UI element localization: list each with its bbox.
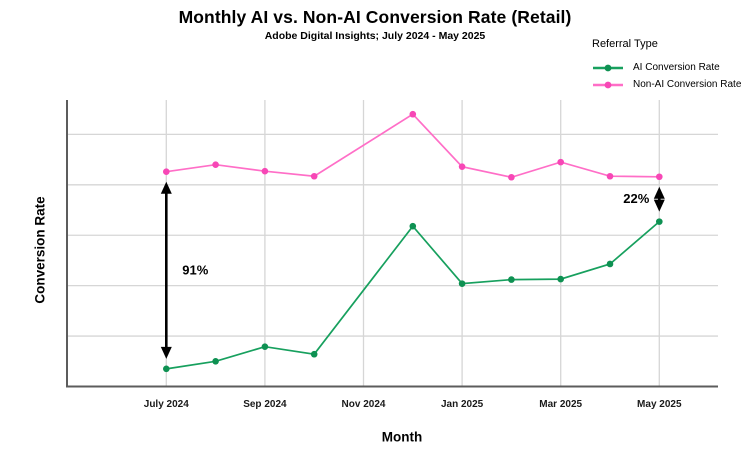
annotation-arrowhead-up [160, 181, 172, 194]
series-line-non-ai [166, 113, 660, 179]
legend-item-non-ai: Non-AI Conversion Rate [592, 76, 741, 93]
x-tick-label: July 2024 [144, 399, 189, 410]
annotation-arrowhead-down [653, 199, 665, 212]
annotation-label: 22% [623, 191, 649, 206]
legend: Referral Type AI Conversion Rate Non-AI … [592, 38, 741, 93]
annotation-arrowhead-down [160, 346, 172, 359]
data-point-ai [310, 350, 318, 358]
legend-title: Referral Type [592, 38, 658, 50]
legend-item-label-non-ai: Non-AI Conversion Rate [633, 79, 742, 90]
x-tick-label: Jan 2025 [441, 399, 484, 410]
data-point-ai [656, 218, 663, 225]
data-point-ai [261, 343, 269, 350]
data-point-non-ai [261, 167, 269, 175]
data-point-ai [557, 275, 564, 283]
data-point-non-ai [163, 168, 170, 176]
data-point-non-ai [458, 163, 466, 170]
data-point-non-ai [656, 173, 663, 181]
x-axis-title: Month [381, 429, 423, 445]
data-point-ai [458, 280, 466, 287]
x-tick-label: Sep 2024 [243, 399, 287, 410]
data-point-ai [163, 365, 170, 373]
chart-subtitle: Adobe Digital Insights; July 2024 - May … [264, 30, 486, 42]
x-tick-label: Nov 2024 [342, 399, 386, 410]
data-point-non-ai [606, 172, 614, 180]
data-point-non-ai [212, 161, 219, 168]
data-point-ai [508, 276, 515, 283]
annotation-arrowhead-up [653, 186, 665, 199]
data-point-non-ai [508, 173, 515, 181]
data-point-ai [409, 222, 417, 230]
data-point-ai [606, 260, 614, 268]
series-line-ai [166, 220, 660, 370]
legend-item-ai: AI Conversion Rate [592, 59, 741, 76]
non-ai-series-swatch-icon [593, 81, 623, 88]
data-point-non-ai [409, 110, 417, 118]
chart-title: Monthly AI vs. Non-AI Conversion Rate (R… [178, 7, 572, 27]
x-tick-label: Mar 2025 [539, 399, 582, 410]
data-point-ai [212, 357, 219, 365]
legend-item-label-ai: AI Conversion Rate [633, 62, 720, 73]
annotation-label: 91% [182, 262, 208, 277]
data-point-non-ai [310, 172, 318, 180]
x-tick-label: May 2025 [637, 399, 682, 410]
ai-series-swatch-icon [593, 64, 623, 71]
data-point-non-ai [557, 158, 564, 166]
